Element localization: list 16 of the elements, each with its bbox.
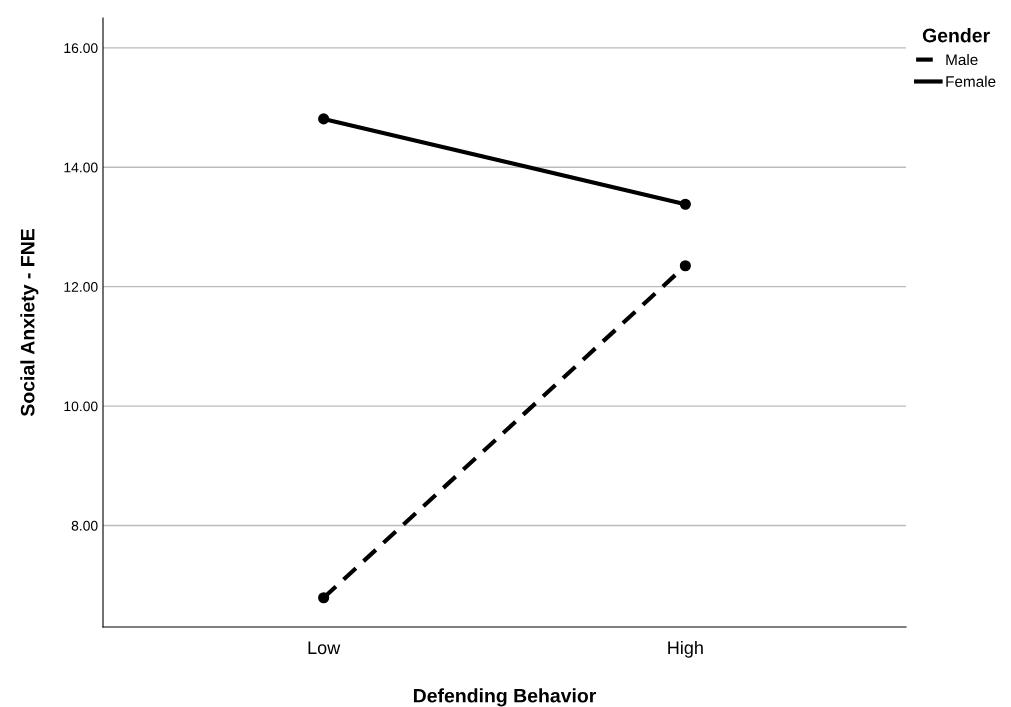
y-axis-title: Social Anxiety - FNE [20,229,39,417]
x-tick-label: Low [308,641,341,655]
legend-label: Female [946,75,996,87]
y-tick-label: 10.00 [64,401,98,412]
point [318,113,330,125]
y-tick-label: 8.00 [71,520,98,531]
y-tick-label: 16.00 [64,43,98,54]
point [679,198,691,210]
x-axis-title: Defending Behavior [413,688,597,707]
legend-label: Male [946,53,978,66]
point [318,592,330,604]
y-tick-label: 12.00 [64,282,98,292]
point [679,260,691,272]
x-tick-label: High [668,640,703,658]
legend-title: Gender [922,28,990,43]
y-tick-label: 14.00 [64,162,98,173]
